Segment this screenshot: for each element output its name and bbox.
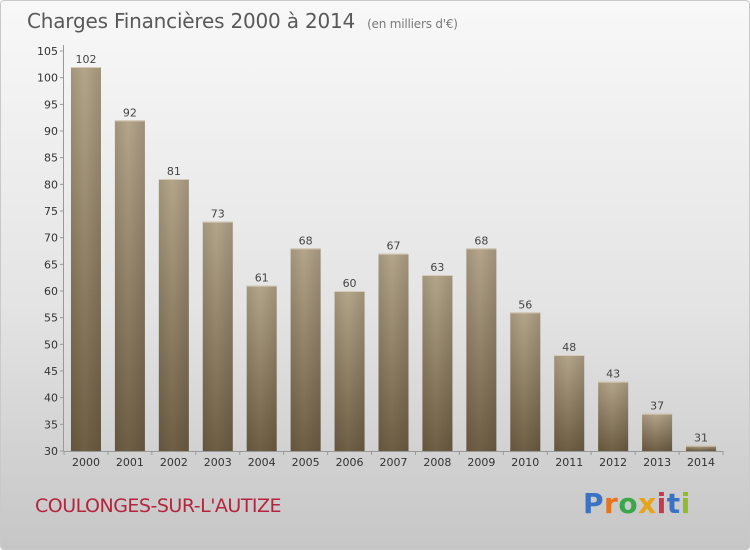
x-tick-label: 2007: [380, 456, 408, 469]
x-tick-label: 2013: [643, 456, 671, 469]
bar-shade: [422, 275, 453, 451]
y-tick-label: 45: [44, 365, 58, 378]
y-tick-label: 50: [44, 338, 58, 351]
x-tick-label: 2014: [687, 456, 715, 469]
data-label: 61: [255, 272, 269, 285]
x-tick-label: 2009: [467, 456, 495, 469]
x-tick-label: 2000: [72, 456, 100, 469]
logo-letter: x: [638, 487, 657, 520]
y-tick-label: 105: [37, 45, 58, 58]
y-tick-label: 100: [37, 72, 58, 85]
y-tick-label: 85: [44, 152, 58, 165]
x-tick-label: 2005: [292, 456, 320, 469]
data-label: 56: [518, 298, 532, 311]
x-tick-label: 2003: [204, 456, 232, 469]
data-label: 31: [694, 432, 708, 445]
commune-name: COULONGES-SUR-L'AUTIZE: [35, 495, 282, 517]
x-tick-label: 2002: [160, 456, 188, 469]
y-tick-label: 70: [44, 232, 58, 245]
data-label: 48: [562, 341, 576, 354]
y-tick-label: 30: [44, 445, 58, 458]
x-tick-label: 2008: [423, 456, 451, 469]
logo-letter: r: [604, 487, 619, 520]
chart-subtitle: (en milliers d'€): [367, 17, 458, 31]
data-label: 68: [474, 234, 488, 247]
bar-shade: [202, 221, 233, 451]
bar-shade: [686, 445, 717, 451]
y-tick-label: 90: [44, 125, 58, 138]
y-tick-label: 55: [44, 312, 58, 325]
data-label: 63: [430, 261, 444, 274]
bar-shade: [378, 253, 409, 451]
data-label: 92: [123, 106, 137, 119]
chart-title-text: Charges Financières 2000 à 2014: [27, 9, 356, 33]
data-label: 102: [75, 53, 96, 66]
chart-title: Charges Financières 2000 à 2014 (en milli…: [27, 9, 458, 33]
data-label: 60: [343, 277, 357, 290]
logo-letter: i: [656, 487, 667, 520]
chart-data-labels: 102 92 81 73 61 68 60 67 63 68 56 48 43 37 31: [75, 53, 708, 445]
logo-letter: t: [666, 487, 681, 520]
bar-shade: [554, 355, 585, 451]
bar-shade: [334, 291, 365, 451]
x-tick-label: 2004: [248, 456, 276, 469]
chart-axes: 30 35 40 45 50 55 60 65 70 75 80 85 90 95 100 105 2000 20…: [37, 45, 724, 469]
data-label: 81: [167, 165, 181, 178]
bar-shade: [246, 285, 277, 451]
data-label: 37: [650, 400, 664, 413]
logo-letter: i: [680, 487, 691, 520]
bar-shade: [642, 413, 673, 451]
logo-letter: o: [618, 487, 639, 520]
y-tick-label: 75: [44, 205, 58, 218]
x-tick-label: 2012: [599, 456, 627, 469]
chart-bars: [70, 67, 717, 451]
x-tick-label: 2001: [116, 456, 144, 469]
bar-shade: [466, 248, 497, 451]
bar-shade: [598, 381, 629, 451]
bar-shade: [114, 120, 145, 451]
data-label: 73: [211, 208, 225, 221]
x-tick-label: 2010: [511, 456, 539, 469]
data-label: 43: [606, 368, 620, 381]
y-tick-label: 35: [44, 418, 58, 431]
proxiti-logo: Proxiti: [583, 487, 691, 520]
y-tick-label: 95: [44, 98, 58, 111]
data-label: 68: [299, 234, 313, 247]
bar-shade: [70, 67, 101, 451]
y-tick-label: 60: [44, 285, 58, 298]
y-tick-label: 80: [44, 178, 58, 191]
bar-shade: [158, 179, 189, 451]
x-tick-label: 2011: [555, 456, 583, 469]
data-label: 67: [387, 240, 401, 253]
y-tick-label: 40: [44, 392, 58, 405]
logo-letter: P: [583, 487, 605, 520]
y-tick-label: 65: [44, 258, 58, 271]
x-tick-label: 2006: [336, 456, 364, 469]
bar-shade: [510, 312, 541, 451]
bar-shade: [290, 248, 321, 451]
